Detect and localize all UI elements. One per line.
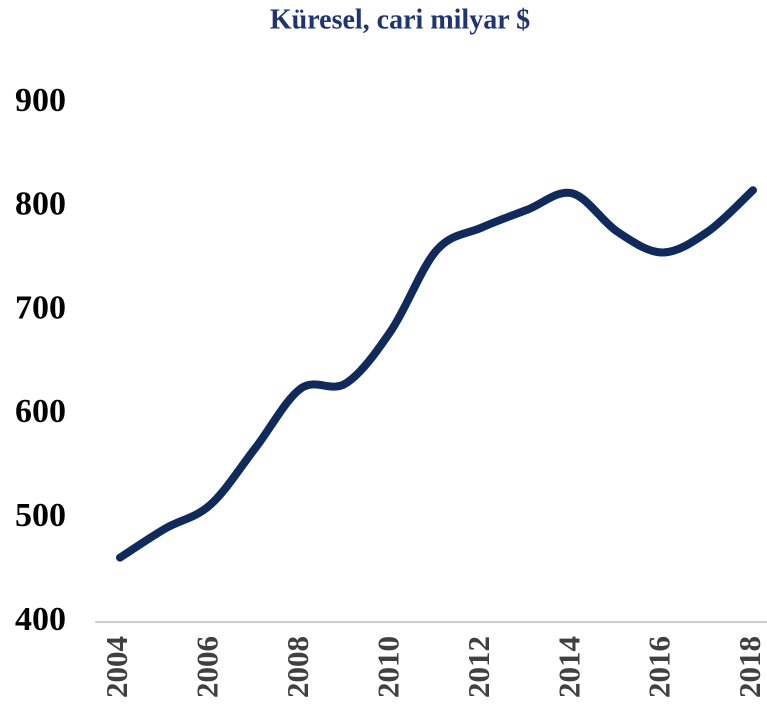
line [116,186,757,562]
x-tick-label: 2010 [370,636,405,698]
x-tick-label: 2004 [99,636,134,698]
y-tick-label: 800 [15,186,66,223]
x-tick-label: 2008 [280,636,315,698]
y-tick-label: 500 [15,497,66,534]
x-tick-label: 2014 [551,636,586,698]
y-tick-label: 700 [15,289,66,326]
x-tick-label: 2016 [642,636,677,698]
y-tick-label: 900 [15,82,66,119]
x-tick-label: 2018 [732,636,767,698]
y-tick-label: 600 [15,393,66,430]
y-tick-label: 400 [15,601,66,638]
chart-title: Küresel, cari milyar $ [270,4,530,35]
x-tick-label: 2012 [461,636,496,698]
x-tick-label: 2006 [190,636,225,698]
